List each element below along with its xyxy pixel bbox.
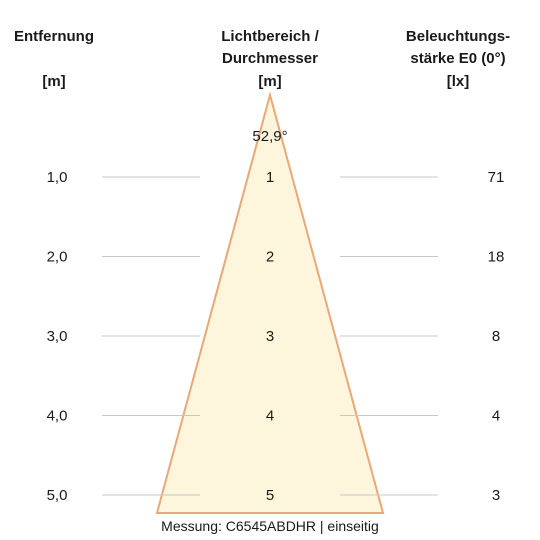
distance-row: 2,0 2 18 — [47, 249, 505, 266]
distance-row: 1,0 1 71 — [47, 169, 505, 186]
diameter-value: 1 — [266, 169, 274, 186]
diameter-header-line2: Durchmesser — [222, 50, 318, 67]
light-cone — [155, 91, 385, 514]
diameter-unit: [m] — [258, 73, 281, 90]
diameter-value: 2 — [266, 249, 274, 266]
diameter-value: 4 — [266, 408, 274, 425]
distance-header: Entfernung — [14, 28, 94, 45]
distance-value: 2,0 — [47, 249, 68, 266]
illuminance-header-line1: Beleuchtungs- — [406, 28, 510, 45]
beam-angle-label: 52,9° — [252, 128, 287, 145]
distance-row: 5,0 5 3 — [47, 487, 501, 504]
distance-value: 5,0 — [47, 487, 68, 504]
measurement-footer: Messung: C6545ABDHR | einseitig — [161, 518, 379, 534]
illuminance-header-line2: stärke E0 (0°) — [410, 50, 505, 67]
distance-value: 3,0 — [47, 328, 68, 345]
diameter-value: 5 — [266, 487, 274, 504]
distance-rows: 1,0 1 71 2,0 2 18 3,0 3 8 4,0 4 4 5,0 5 3 — [47, 169, 505, 504]
diameter-header-line1: Lichtbereich / — [221, 28, 319, 45]
distance-row: 3,0 3 8 — [47, 328, 501, 345]
distance-unit: [m] — [42, 73, 65, 90]
illuminance-value: 71 — [488, 169, 505, 186]
illuminance-value: 18 — [488, 249, 505, 266]
distance-value: 1,0 — [47, 169, 68, 186]
illuminance-value: 3 — [492, 487, 500, 504]
diameter-value: 3 — [266, 328, 274, 345]
distance-row: 4,0 4 4 — [47, 408, 501, 425]
illuminance-value: 4 — [492, 408, 500, 425]
illuminance-unit: [lx] — [447, 73, 470, 90]
distance-value: 4,0 — [47, 408, 68, 425]
illuminance-value: 8 — [492, 328, 500, 345]
